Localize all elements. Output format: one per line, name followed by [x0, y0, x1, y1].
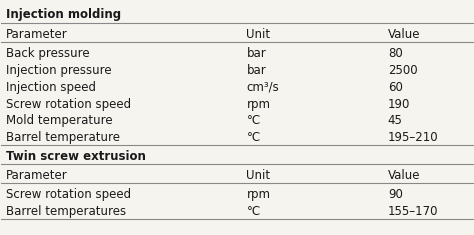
Text: 155–170: 155–170 [388, 205, 438, 218]
Text: Parameter: Parameter [6, 27, 68, 40]
Text: °C: °C [246, 205, 261, 218]
Text: Injection molding: Injection molding [6, 8, 121, 21]
Text: 195–210: 195–210 [388, 131, 438, 145]
Text: 2500: 2500 [388, 64, 418, 77]
Text: Twin screw extrusion: Twin screw extrusion [6, 150, 146, 163]
Text: 190: 190 [388, 98, 410, 110]
Text: bar: bar [246, 47, 266, 60]
Text: 90: 90 [388, 188, 403, 201]
Text: 45: 45 [388, 114, 403, 127]
Text: Injection pressure: Injection pressure [6, 64, 112, 77]
Text: Parameter: Parameter [6, 169, 68, 182]
Text: 80: 80 [388, 47, 402, 60]
Text: Injection speed: Injection speed [6, 81, 96, 94]
Text: rpm: rpm [246, 98, 271, 110]
Text: Screw rotation speed: Screw rotation speed [6, 98, 131, 110]
Text: Back pressure: Back pressure [6, 47, 90, 60]
Text: Value: Value [388, 27, 420, 40]
Text: Unit: Unit [246, 169, 271, 182]
Text: Barrel temperatures: Barrel temperatures [6, 205, 126, 218]
Text: Barrel temperature: Barrel temperature [6, 131, 120, 145]
Text: Screw rotation speed: Screw rotation speed [6, 188, 131, 201]
Text: °C: °C [246, 114, 261, 127]
Text: bar: bar [246, 64, 266, 77]
Text: Value: Value [388, 169, 420, 182]
Text: 60: 60 [388, 81, 403, 94]
Text: Unit: Unit [246, 27, 271, 40]
Text: cm³/s: cm³/s [246, 81, 279, 94]
Text: °C: °C [246, 131, 261, 145]
Text: rpm: rpm [246, 188, 271, 201]
Text: Mold temperature: Mold temperature [6, 114, 113, 127]
